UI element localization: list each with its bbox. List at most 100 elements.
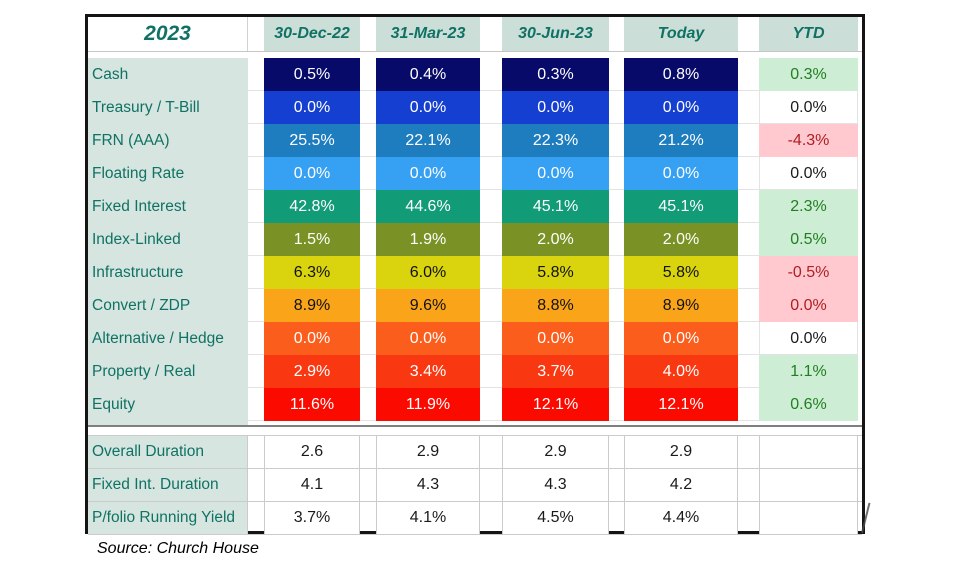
allocation-value: 11.9% bbox=[376, 388, 480, 421]
allocation-value: 0.0% bbox=[624, 157, 738, 190]
summary-value: 4.3 bbox=[376, 469, 480, 501]
allocation-value: 5.8% bbox=[624, 256, 738, 289]
summary-row: P/folio Running Yield 3.7% 4.1% 4.5% 4.4… bbox=[88, 502, 862, 535]
allocation-value: 3.7% bbox=[502, 355, 609, 388]
summary-rows-section: Overall Duration 2.6 2.9 2.9 2.9 Fixed I… bbox=[88, 436, 862, 535]
column-header-ytd: YTD bbox=[759, 17, 858, 51]
column-spacer bbox=[738, 469, 759, 501]
column-spacer bbox=[248, 256, 264, 289]
summary-value: 4.4% bbox=[624, 502, 738, 534]
column-header-jun: 30-Jun-23 bbox=[502, 17, 609, 51]
column-spacer bbox=[480, 502, 502, 534]
column-spacer bbox=[360, 223, 376, 256]
allocation-value: 8.8% bbox=[502, 289, 609, 322]
section-separator bbox=[88, 421, 862, 425]
allocation-value: 0.0% bbox=[624, 91, 738, 124]
column-spacer bbox=[609, 223, 624, 256]
column-spacer bbox=[248, 502, 264, 534]
allocation-value: 42.8% bbox=[264, 190, 360, 223]
summary-value: 4.1% bbox=[376, 502, 480, 534]
row-label: Cash bbox=[88, 58, 248, 91]
allocation-value: 21.2% bbox=[624, 124, 738, 157]
allocation-row: Convert / ZDP 8.9% 9.6% 8.8% 8.9% 0.0% bbox=[88, 289, 862, 322]
column-spacer bbox=[360, 157, 376, 190]
allocation-value: 2.0% bbox=[624, 223, 738, 256]
column-spacer bbox=[360, 502, 376, 534]
allocation-value: 0.3% bbox=[502, 58, 609, 91]
column-spacer bbox=[248, 289, 264, 322]
allocation-value: 5.8% bbox=[502, 256, 609, 289]
column-spacer bbox=[738, 157, 759, 190]
allocation-value: 0.0% bbox=[264, 157, 360, 190]
column-spacer bbox=[738, 289, 759, 322]
column-spacer bbox=[738, 58, 759, 91]
column-spacer bbox=[248, 157, 264, 190]
allocation-value: 3.4% bbox=[376, 355, 480, 388]
allocation-value: 2.9% bbox=[264, 355, 360, 388]
summary-value: 3.7% bbox=[264, 502, 360, 534]
column-header-dec: 30-Dec-22 bbox=[264, 17, 360, 51]
column-spacer bbox=[480, 436, 502, 468]
allocation-value: 0.5% bbox=[264, 58, 360, 91]
row-label: Alternative / Hedge bbox=[88, 322, 248, 355]
column-spacer bbox=[609, 190, 624, 223]
column-spacer bbox=[609, 256, 624, 289]
allocation-row: Floating Rate 0.0% 0.0% 0.0% 0.0% 0.0% bbox=[88, 157, 862, 190]
allocation-value: 45.1% bbox=[624, 190, 738, 223]
ytd-value: 0.5% bbox=[759, 223, 858, 256]
ytd-value: 0.0% bbox=[759, 91, 858, 124]
allocation-value: 0.0% bbox=[502, 91, 609, 124]
column-spacer bbox=[738, 322, 759, 355]
allocation-value: 22.1% bbox=[376, 124, 480, 157]
allocation-value: 0.0% bbox=[502, 157, 609, 190]
column-spacer bbox=[480, 322, 502, 355]
allocation-row: Infrastructure 6.3% 6.0% 5.8% 5.8% -0.5% bbox=[88, 256, 862, 289]
row-label: P/folio Running Yield bbox=[88, 502, 248, 534]
allocation-row: Index-Linked 1.5% 1.9% 2.0% 2.0% 0.5% bbox=[88, 223, 862, 256]
column-spacer bbox=[738, 388, 759, 421]
column-spacer bbox=[360, 355, 376, 388]
ytd-value: 0.0% bbox=[759, 157, 858, 190]
allocation-row: Cash 0.5% 0.4% 0.3% 0.8% 0.3% bbox=[88, 58, 862, 91]
allocation-rows-section: Cash 0.5% 0.4% 0.3% 0.8% 0.3% Treasury /… bbox=[88, 58, 862, 421]
ytd-value: 0.6% bbox=[759, 388, 858, 421]
column-spacer bbox=[360, 256, 376, 289]
ytd-value: 0.0% bbox=[759, 289, 858, 322]
allocation-value: 44.6% bbox=[376, 190, 480, 223]
summary-value: 4.2 bbox=[624, 469, 738, 501]
column-spacer bbox=[480, 256, 502, 289]
summary-value: 2.6 bbox=[264, 436, 360, 468]
column-spacer bbox=[480, 355, 502, 388]
column-spacer bbox=[738, 17, 759, 51]
ytd-value: 1.1% bbox=[759, 355, 858, 388]
row-label: Fixed Interest bbox=[88, 190, 248, 223]
column-spacer bbox=[360, 58, 376, 91]
ytd-value: 2.3% bbox=[759, 190, 858, 223]
section-separator bbox=[88, 427, 862, 436]
allocation-row: Property / Real 2.9% 3.4% 3.7% 4.0% 1.1% bbox=[88, 355, 862, 388]
row-label: Treasury / T-Bill bbox=[88, 91, 248, 124]
allocation-value: 0.0% bbox=[376, 157, 480, 190]
allocation-value: 1.5% bbox=[264, 223, 360, 256]
allocation-value: 0.0% bbox=[376, 322, 480, 355]
allocation-value: 0.8% bbox=[624, 58, 738, 91]
row-label: Floating Rate bbox=[88, 157, 248, 190]
column-spacer bbox=[360, 190, 376, 223]
ytd-value: -0.5% bbox=[759, 256, 858, 289]
column-spacer bbox=[360, 469, 376, 501]
column-spacer bbox=[360, 289, 376, 322]
column-spacer bbox=[738, 124, 759, 157]
column-spacer bbox=[248, 322, 264, 355]
row-label: FRN (AAA) bbox=[88, 124, 248, 157]
column-spacer bbox=[738, 91, 759, 124]
column-spacer bbox=[248, 58, 264, 91]
ytd-value bbox=[759, 502, 858, 534]
column-spacer bbox=[480, 91, 502, 124]
column-spacer bbox=[480, 58, 502, 91]
ytd-value: 0.0% bbox=[759, 322, 858, 355]
allocation-value: 45.1% bbox=[502, 190, 609, 223]
row-label: Fixed Int. Duration bbox=[88, 469, 248, 501]
ytd-value bbox=[759, 469, 858, 501]
column-spacer bbox=[480, 469, 502, 501]
